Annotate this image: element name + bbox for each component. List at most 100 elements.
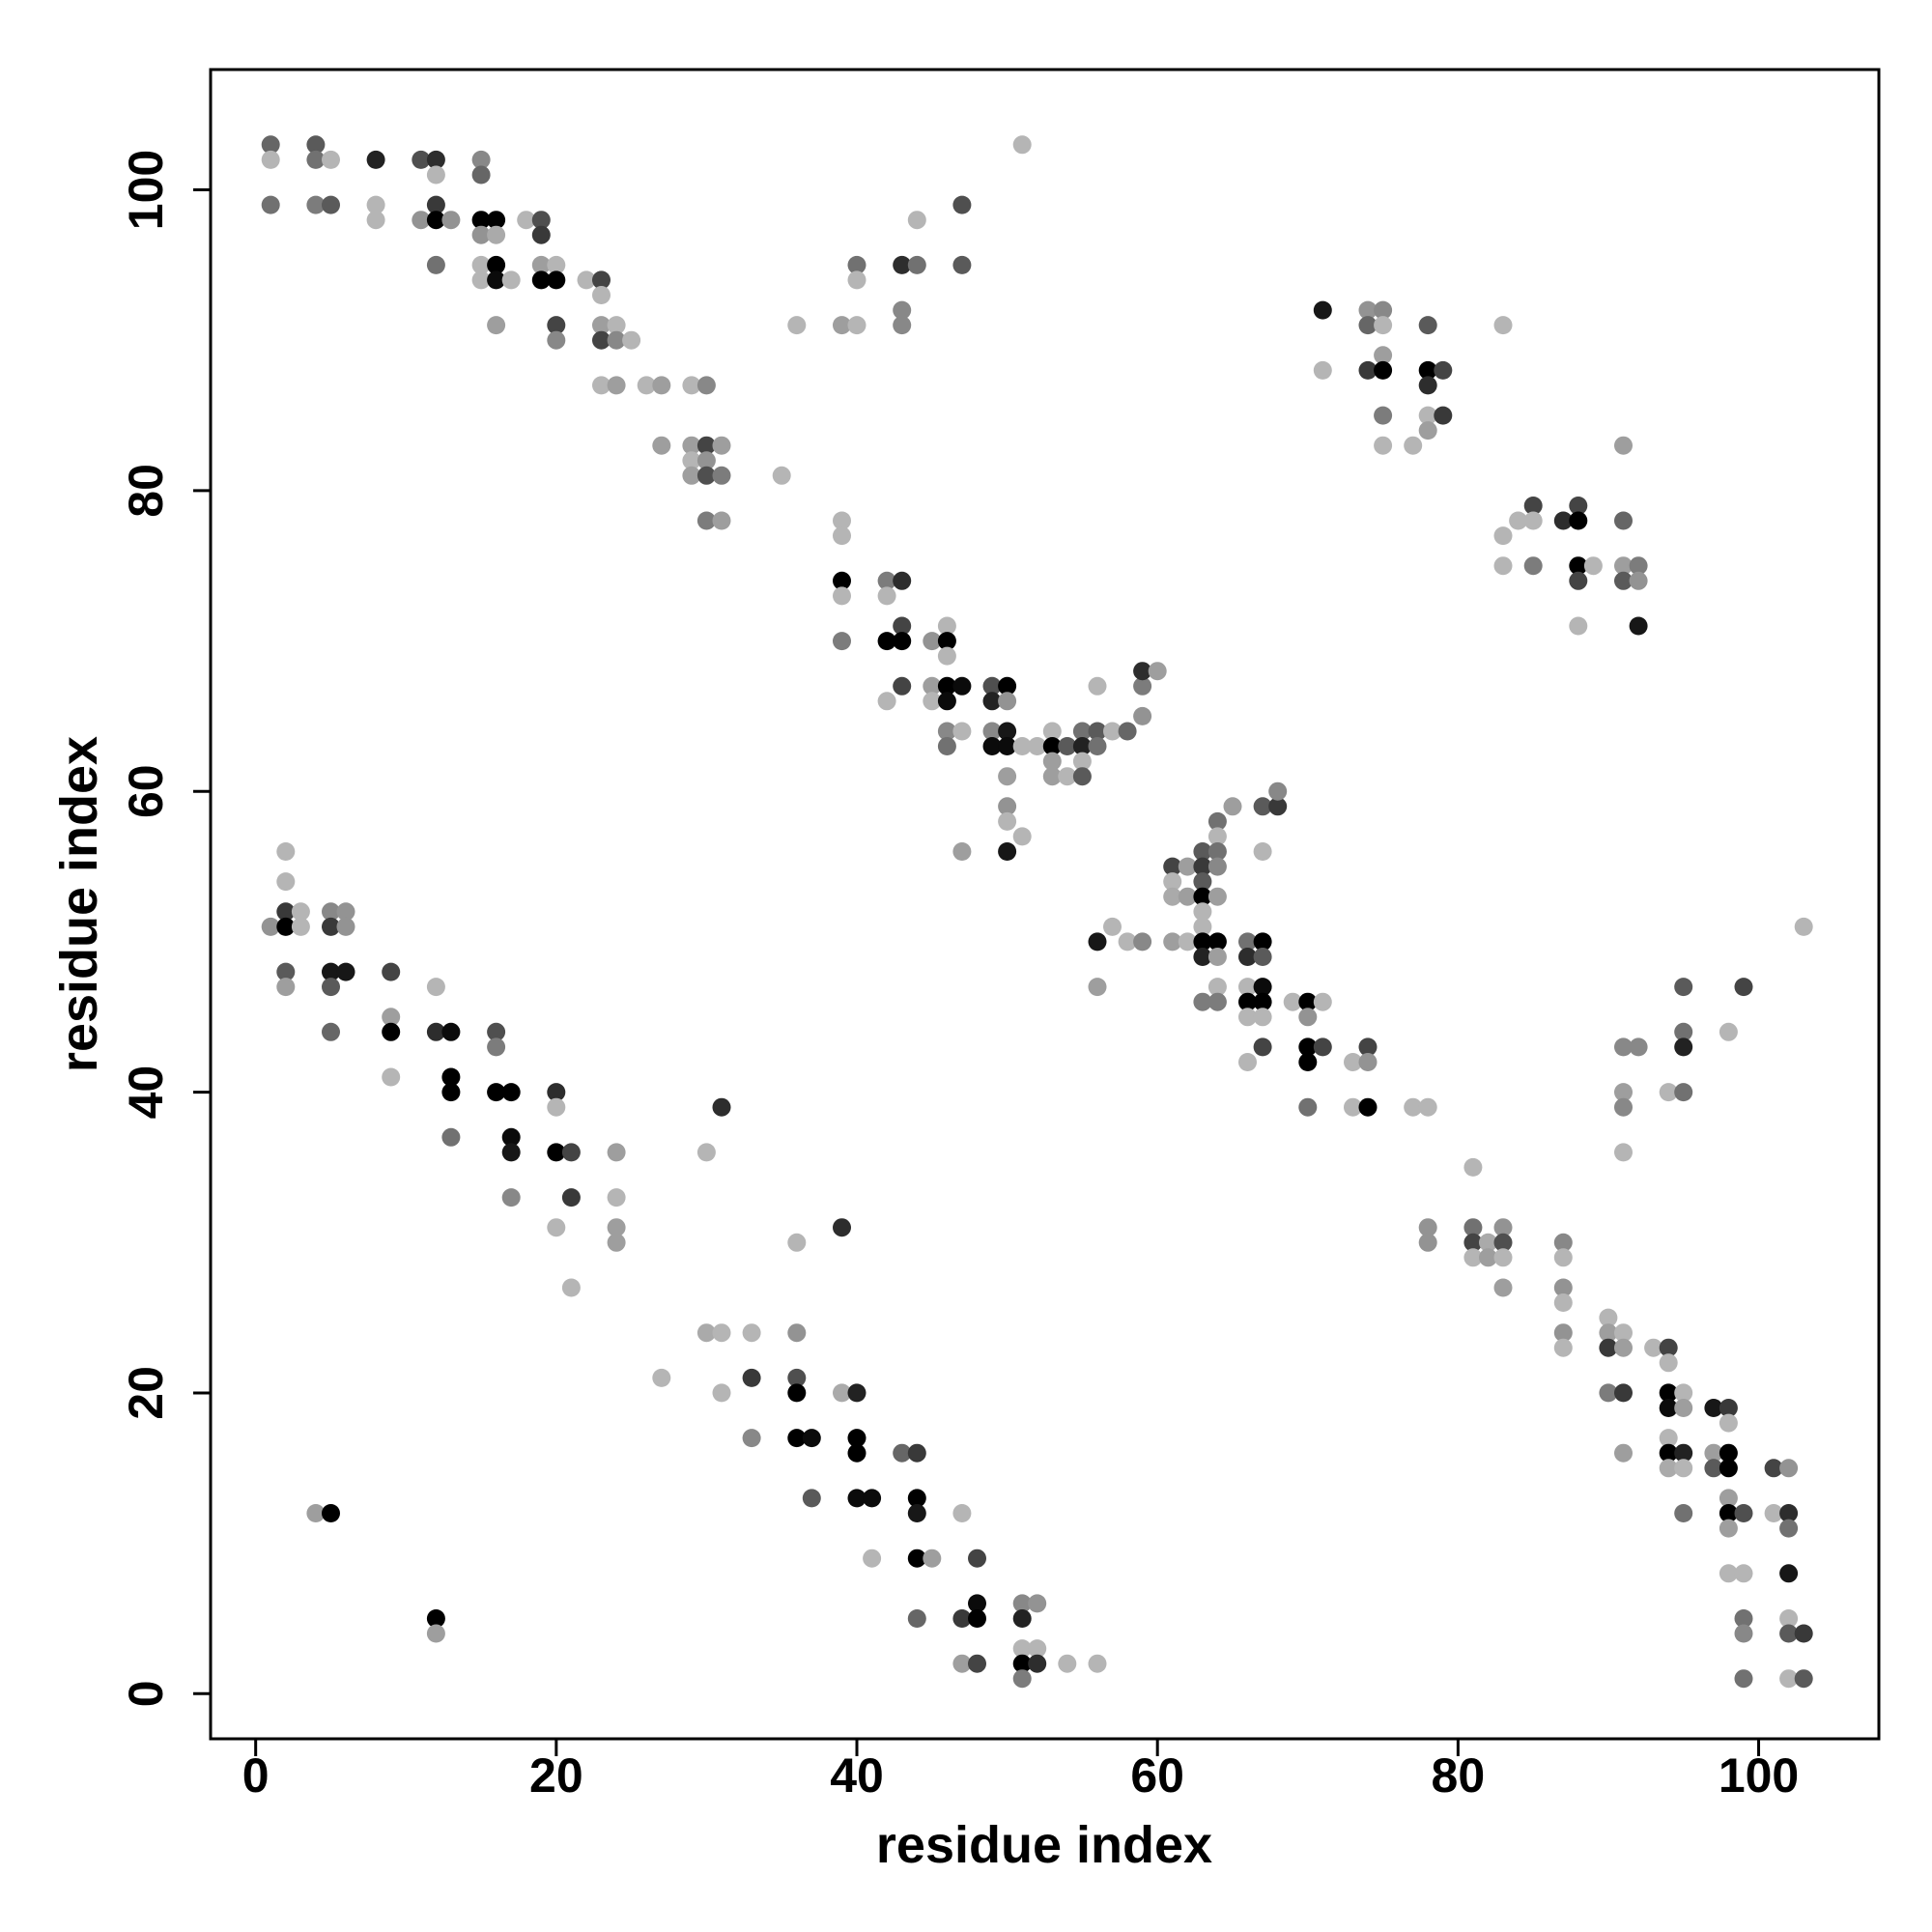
data-point	[471, 150, 491, 169]
data-point	[1614, 1097, 1633, 1117]
data-point	[382, 1008, 401, 1027]
y-tick-label: 20	[119, 1366, 173, 1420]
data-point	[1434, 406, 1453, 425]
data-point	[1193, 872, 1212, 892]
data-point	[1493, 1218, 1513, 1237]
data-point	[306, 150, 326, 169]
data-point	[787, 1323, 807, 1343]
data-point	[1344, 1097, 1362, 1117]
data-point	[1298, 1053, 1318, 1071]
data-point	[547, 316, 566, 335]
data-point	[276, 872, 296, 892]
y-tick-label: 40	[119, 1065, 173, 1120]
data-point	[1358, 360, 1378, 380]
data-point	[1088, 932, 1107, 952]
data-point	[322, 978, 340, 997]
data-point	[1553, 511, 1573, 530]
data-point	[1193, 857, 1212, 876]
data-point	[1088, 978, 1107, 997]
data-point	[1418, 376, 1437, 395]
data-point	[833, 632, 851, 651]
data-point	[712, 511, 731, 530]
data-point	[1614, 571, 1633, 590]
data-point	[441, 1127, 461, 1147]
data-point	[1418, 421, 1437, 440]
data-point	[847, 1443, 867, 1463]
data-point	[833, 316, 851, 335]
data-point	[833, 526, 851, 546]
data-point	[696, 466, 716, 485]
data-point	[306, 195, 326, 214]
data-point	[1779, 1624, 1799, 1643]
data-point	[1659, 1338, 1678, 1357]
data-point	[592, 270, 611, 290]
y-axis-ticks: 0 20 40 60 80 100	[119, 150, 211, 1707]
data-point	[1253, 978, 1272, 997]
data-point	[1674, 978, 1693, 997]
data-point	[322, 1022, 340, 1041]
data-point	[1374, 436, 1393, 455]
data-point	[877, 692, 896, 711]
data-point	[1374, 316, 1393, 335]
data-point	[1734, 978, 1753, 997]
data-point	[833, 571, 851, 590]
data-point	[652, 436, 671, 455]
data-point	[1133, 662, 1152, 681]
data-point	[1674, 1443, 1693, 1463]
data-point	[833, 586, 851, 606]
data-point	[1118, 932, 1137, 952]
data-point	[1704, 1443, 1723, 1463]
data-point	[787, 1368, 807, 1387]
data-point	[1659, 1083, 1678, 1102]
data-point	[833, 511, 851, 530]
data-point	[1193, 887, 1212, 906]
data-point	[471, 255, 491, 274]
data-point	[1178, 857, 1197, 876]
data-point	[382, 1067, 401, 1087]
data-point	[547, 1143, 566, 1162]
data-point	[1193, 932, 1212, 952]
data-point	[1614, 556, 1633, 576]
data-point	[937, 676, 956, 696]
data-point	[531, 270, 551, 290]
data-point	[893, 571, 912, 590]
data-point	[998, 811, 1017, 831]
data-point	[696, 436, 716, 455]
data-point	[1238, 932, 1257, 952]
data-point	[893, 255, 912, 274]
data-point	[1583, 556, 1603, 576]
data-point	[1223, 797, 1242, 816]
data-point	[1463, 1218, 1483, 1237]
data-point	[382, 962, 401, 981]
data-point	[772, 466, 791, 485]
data-point	[276, 902, 296, 922]
data-point	[1463, 1233, 1483, 1252]
data-point	[547, 1097, 566, 1117]
data-point	[968, 1548, 986, 1568]
data-point	[1178, 932, 1197, 952]
data-point	[1553, 1278, 1573, 1297]
data-point	[682, 436, 701, 455]
data-point	[1012, 1669, 1032, 1689]
data-point	[1298, 992, 1318, 1011]
data-point	[382, 1022, 401, 1041]
data-point	[322, 195, 340, 214]
data-point	[923, 692, 942, 711]
data-point	[652, 1368, 671, 1387]
data-point	[1012, 135, 1032, 155]
data-point	[1659, 1429, 1678, 1448]
data-point	[1374, 346, 1393, 365]
data-point	[1569, 556, 1588, 576]
data-point	[426, 211, 445, 230]
data-point	[531, 225, 551, 244]
data-point	[847, 1489, 867, 1508]
y-tick-label: 80	[119, 464, 173, 518]
data-point	[998, 722, 1017, 741]
data-point	[1418, 360, 1437, 380]
data-point	[1553, 1338, 1573, 1357]
data-point	[982, 692, 1002, 711]
data-point	[1028, 737, 1047, 755]
data-point	[1523, 511, 1543, 530]
data-point	[1719, 1459, 1738, 1478]
